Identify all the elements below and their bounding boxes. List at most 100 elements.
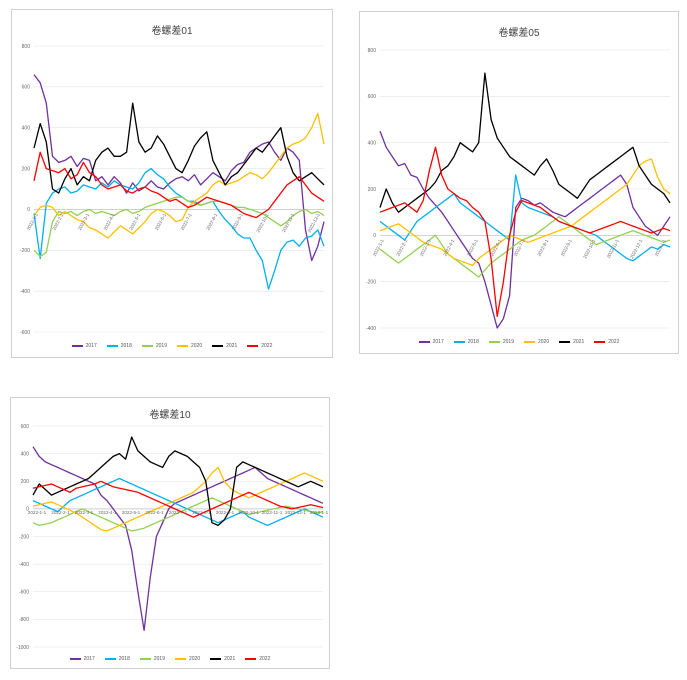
series-line-2021 (32, 436, 324, 527)
x-tick-label: 2022-3-1 (75, 510, 94, 515)
legend-swatch (247, 345, 259, 347)
chart-legend: 2017 2018 2019 2020 2021 2022 (11, 656, 329, 662)
legend-item-2022: 2022 (594, 339, 619, 345)
x-tick-label: 2023-1-1 (310, 510, 329, 515)
series-line-2021 (379, 72, 671, 213)
chart-legend: 2017 2018 2019 2020 2021 2022 (12, 343, 332, 349)
legend-label: 2019 (502, 339, 514, 345)
legend-label: 2021 (573, 339, 585, 345)
legend-label: 2021 (224, 656, 236, 662)
legend-swatch (177, 345, 188, 347)
y-tick-label: 400 (368, 140, 377, 146)
x-tick-label: 2022-4-1 (98, 510, 117, 515)
chart-panel-01: 卷螺差01 800 600 400 200 0 -200 -400 -600 2022-1-1 2… (11, 9, 333, 358)
series-line-2020 (32, 466, 324, 532)
y-tick-label: -1000 (16, 645, 29, 651)
y-tick-label: -200 (366, 279, 376, 285)
legend-swatch (559, 341, 571, 343)
x-tick-label: 2022-8-1 (192, 510, 211, 515)
series-line-2019 (32, 497, 324, 532)
legend-label: 2017 (83, 656, 95, 662)
legend-label: 2020 (189, 656, 201, 662)
legend-item-2018: 2018 (106, 343, 132, 349)
series-line-2017 (379, 130, 671, 329)
legend-label: 2018 (120, 343, 132, 349)
legend-label: 2022 (608, 339, 620, 345)
y-tick-label: 600 (22, 85, 31, 91)
chart-legend: 2017 2018 2019 2020 2021 2022 (360, 339, 678, 345)
legend-label: 2020 (191, 343, 203, 349)
legend-swatch (594, 341, 606, 343)
legend-item-2018: 2018 (104, 656, 130, 662)
chart-title: 卷螺差01 (151, 26, 193, 37)
chart-title: 卷螺差10 (149, 410, 191, 421)
y-tick-label: 0 (373, 233, 376, 239)
legend-item-2022: 2022 (247, 343, 272, 349)
x-tick-label: 2022-8-1 (536, 238, 549, 257)
legend-swatch (139, 658, 151, 660)
y-tick-label: -400 (19, 562, 29, 568)
x-tick-label: 2022-5-1 (466, 238, 479, 257)
x-tick-label: 2022-9-1 (216, 510, 235, 515)
y-tick-label: 0 (26, 507, 29, 513)
chart-title: 卷螺差05 (498, 28, 540, 39)
x-tick-label: 2022-10-1 (582, 238, 596, 259)
legend-item-2019: 2019 (139, 656, 165, 662)
y-tick-label: 400 (21, 451, 30, 457)
series-line-2022 (33, 151, 325, 219)
x-tick-label: 2022-5-1 (122, 510, 141, 515)
x-tick-label: 2022-5-1 (128, 212, 141, 231)
y-tick-label: -800 (19, 617, 29, 623)
x-tick-label: 2022-6-1 (145, 510, 164, 515)
x-tick-label: 2022-7-1 (180, 212, 193, 231)
legend-swatch (106, 345, 118, 347)
legend-label: 2019 (153, 656, 165, 662)
chart-panel-10: 卷螺差10 600 400 200 0 -200 -400 -600 -800 -1000 202… (10, 397, 330, 669)
chart-plot: 800 600 400 200 0 -200 -400 2022-1-1 2022-2-1 202… (366, 48, 671, 332)
x-tick-label: 2022-2-1 (395, 238, 408, 257)
legend-swatch (69, 658, 81, 660)
legend-label: 2017 (85, 343, 97, 349)
x-tick-label: 2022-12-1 (285, 510, 306, 515)
legend-swatch (418, 341, 430, 343)
y-tick-label: 400 (22, 126, 31, 132)
x-tick-label: 2022-7-1 (169, 510, 188, 515)
legend-item-2021: 2021 (212, 343, 237, 349)
x-tick-label: 2022-12-1 (307, 212, 321, 233)
y-tick-label: -400 (20, 289, 30, 295)
legend-swatch (212, 345, 224, 347)
legend-item-2022: 2022 (245, 656, 270, 662)
series-line-2017 (33, 74, 325, 262)
legend-item-2020: 2020 (175, 656, 200, 662)
series-line-2021 (33, 102, 325, 194)
x-tick-label: 2022-11-1 (281, 212, 295, 233)
legend-item-2017: 2017 (71, 343, 97, 349)
chart-plot: 800 600 400 200 0 -200 -400 -600 2022-1-1 2022-2-… (20, 44, 325, 336)
y-tick-label: 200 (21, 479, 30, 485)
legend-item-2021: 2021 (559, 339, 584, 345)
y-tick-label: 800 (22, 44, 31, 50)
x-tick-label: 2022-1-1 (372, 238, 385, 257)
y-tick-label: 200 (22, 166, 31, 172)
legend-swatch (453, 341, 465, 343)
y-tick-label: -200 (19, 534, 29, 540)
legend-swatch (141, 345, 153, 347)
series-line-2019 (379, 216, 671, 278)
legend-swatch (524, 341, 535, 343)
series-line-2020 (379, 158, 671, 267)
legend-label: 2018 (118, 656, 130, 662)
y-tick-label: -600 (19, 590, 29, 596)
y-tick-label: 600 (21, 424, 30, 430)
y-tick-label: 600 (368, 94, 377, 100)
legend-swatch (104, 658, 116, 660)
series-line-2018 (33, 167, 325, 290)
legend-label: 2018 (467, 339, 479, 345)
y-tick-label: 0 (27, 207, 30, 213)
series-line-2017 (32, 446, 324, 632)
x-tick-label: 2022-12-1 (629, 238, 643, 259)
series-line-2018 (379, 174, 671, 262)
legend-label: 2017 (432, 339, 444, 345)
y-tick-label: -600 (20, 330, 30, 336)
legend-swatch (175, 658, 186, 660)
x-tick-label: 2022-8-1 (205, 212, 218, 231)
